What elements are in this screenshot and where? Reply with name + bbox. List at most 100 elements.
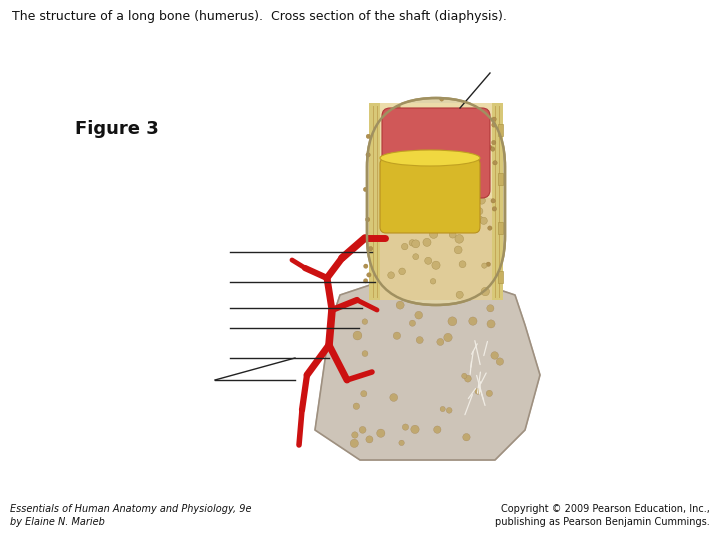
Circle shape <box>486 262 490 266</box>
Circle shape <box>361 390 367 397</box>
Circle shape <box>492 123 496 127</box>
Circle shape <box>399 440 405 445</box>
Circle shape <box>423 238 431 246</box>
Circle shape <box>425 257 432 265</box>
Circle shape <box>459 261 466 268</box>
Circle shape <box>480 217 487 225</box>
Circle shape <box>412 240 420 248</box>
Circle shape <box>366 217 370 222</box>
Circle shape <box>432 261 440 269</box>
Circle shape <box>410 320 415 326</box>
Circle shape <box>487 226 492 230</box>
Circle shape <box>351 432 358 438</box>
Text: The structure of a long bone (humerus).  Cross section of the shaft (diaphysis).: The structure of a long bone (humerus). … <box>12 10 507 23</box>
Circle shape <box>431 279 436 284</box>
Text: Copyright © 2009 Pearson Education, Inc.,
publishing as Pearson Benjamin Cumming: Copyright © 2009 Pearson Education, Inc.… <box>495 504 710 527</box>
Circle shape <box>399 268 405 275</box>
Circle shape <box>364 264 368 268</box>
FancyBboxPatch shape <box>382 108 490 198</box>
Circle shape <box>440 97 444 101</box>
Circle shape <box>369 246 373 251</box>
Circle shape <box>482 263 487 268</box>
Circle shape <box>362 319 368 325</box>
Bar <box>380 103 492 300</box>
Circle shape <box>366 134 371 139</box>
Circle shape <box>444 333 452 342</box>
Circle shape <box>491 199 495 203</box>
Circle shape <box>366 153 370 157</box>
Circle shape <box>364 187 368 192</box>
Circle shape <box>463 434 470 441</box>
Circle shape <box>420 201 426 207</box>
Circle shape <box>431 208 438 215</box>
Bar <box>369 103 385 300</box>
Circle shape <box>350 439 359 448</box>
Circle shape <box>478 197 485 204</box>
Circle shape <box>402 244 408 250</box>
Circle shape <box>481 287 490 296</box>
Circle shape <box>456 291 463 299</box>
Bar <box>380 198 492 300</box>
Circle shape <box>402 424 409 430</box>
Circle shape <box>487 320 495 328</box>
Circle shape <box>393 332 400 340</box>
Bar <box>498 222 503 234</box>
FancyBboxPatch shape <box>367 98 505 305</box>
Circle shape <box>448 317 456 326</box>
Circle shape <box>396 301 404 309</box>
Circle shape <box>446 408 452 413</box>
Circle shape <box>486 390 492 396</box>
Circle shape <box>387 112 392 116</box>
Circle shape <box>424 195 430 201</box>
Circle shape <box>416 336 423 343</box>
Bar <box>498 271 503 283</box>
Circle shape <box>476 215 483 222</box>
Circle shape <box>487 145 492 150</box>
Polygon shape <box>315 285 540 460</box>
Circle shape <box>415 225 420 231</box>
Circle shape <box>492 207 497 211</box>
FancyBboxPatch shape <box>380 158 480 233</box>
Text: Figure 3: Figure 3 <box>75 120 158 138</box>
Circle shape <box>433 426 441 433</box>
Circle shape <box>366 273 371 277</box>
Circle shape <box>469 317 477 325</box>
Circle shape <box>492 140 496 145</box>
Circle shape <box>413 254 419 260</box>
Circle shape <box>362 350 368 356</box>
Circle shape <box>415 312 423 319</box>
Circle shape <box>464 375 472 382</box>
Circle shape <box>440 407 446 411</box>
Circle shape <box>487 305 494 312</box>
Circle shape <box>449 231 456 238</box>
Circle shape <box>353 403 359 409</box>
Bar <box>487 103 503 300</box>
Circle shape <box>454 246 462 254</box>
Circle shape <box>409 240 415 246</box>
Circle shape <box>455 234 464 243</box>
Circle shape <box>496 358 503 365</box>
Circle shape <box>475 388 481 394</box>
Text: Essentials of Human Anatomy and Physiology, 9e
by Elaine N. Marieb: Essentials of Human Anatomy and Physiolo… <box>10 504 251 527</box>
Circle shape <box>364 279 368 283</box>
Bar <box>498 124 503 136</box>
Circle shape <box>461 225 468 233</box>
Circle shape <box>429 230 438 238</box>
Circle shape <box>390 394 397 401</box>
Circle shape <box>490 147 495 151</box>
Ellipse shape <box>380 150 480 166</box>
Circle shape <box>359 427 366 433</box>
Circle shape <box>366 436 373 443</box>
Circle shape <box>433 202 439 208</box>
Circle shape <box>387 272 395 279</box>
Circle shape <box>492 117 496 122</box>
Circle shape <box>491 352 498 359</box>
Circle shape <box>377 429 385 437</box>
Circle shape <box>462 373 467 379</box>
Circle shape <box>396 105 400 109</box>
Circle shape <box>353 331 362 340</box>
Circle shape <box>411 425 419 434</box>
Bar <box>498 173 503 185</box>
Circle shape <box>476 208 483 215</box>
Circle shape <box>437 339 444 346</box>
